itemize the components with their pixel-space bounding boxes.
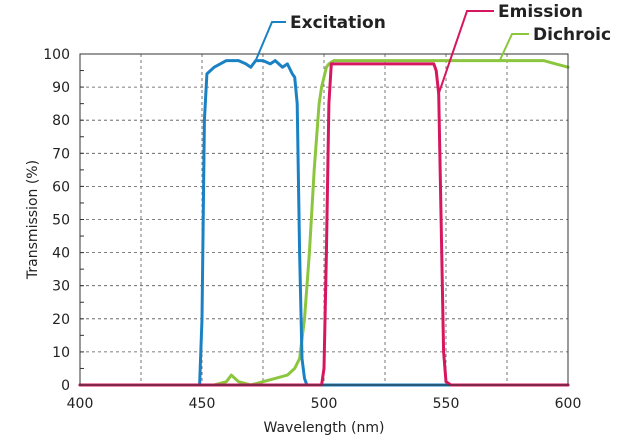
y-tick-label: 60 — [52, 179, 70, 195]
x-tick-label: 550 — [433, 396, 460, 412]
y-tick-label: 90 — [52, 80, 70, 96]
y-tick-label: 80 — [52, 113, 70, 129]
y-tick-label: 100 — [43, 47, 70, 63]
y-tick-label: 0 — [61, 378, 70, 394]
legend-leader-emission — [437, 10, 494, 95]
y-tick-label: 20 — [52, 312, 70, 328]
x-axis-title: Wavelength (nm) — [264, 420, 385, 436]
y-tick-label: 50 — [52, 213, 70, 229]
legend-callouts: Excitation Emission Dichroic — [254, 2, 611, 95]
plot-frame — [79, 53, 569, 386]
legend-label-excitation: Excitation — [290, 13, 386, 33]
x-tick-label: 600 — [555, 396, 582, 412]
y-tick-label: 30 — [52, 279, 70, 295]
legend-leader-excitation — [254, 21, 286, 62]
x-tick-label: 500 — [311, 396, 338, 412]
y-tick-label: 70 — [52, 146, 70, 162]
series-line-excitation — [78, 59, 570, 387]
series-line-emission — [78, 62, 570, 387]
x-tick-label: 450 — [189, 396, 216, 412]
y-tick-label: 40 — [52, 246, 70, 262]
y-tick-labels: 0 10 20 30 40 50 60 70 80 90 100 — [43, 47, 70, 394]
grid — [80, 54, 568, 385]
x-tick-label: 400 — [67, 396, 94, 412]
legend-leader-dichroic — [498, 33, 529, 62]
legend-label-dichroic: Dichroic — [533, 25, 611, 45]
x-tick-labels: 400 450 500 550 600 — [67, 396, 582, 412]
minor-ticks — [80, 53, 84, 386]
legend-label-emission: Emission — [498, 2, 583, 22]
y-tick-label: 10 — [52, 345, 70, 361]
y-axis-title: Transmission (%) — [25, 160, 41, 280]
